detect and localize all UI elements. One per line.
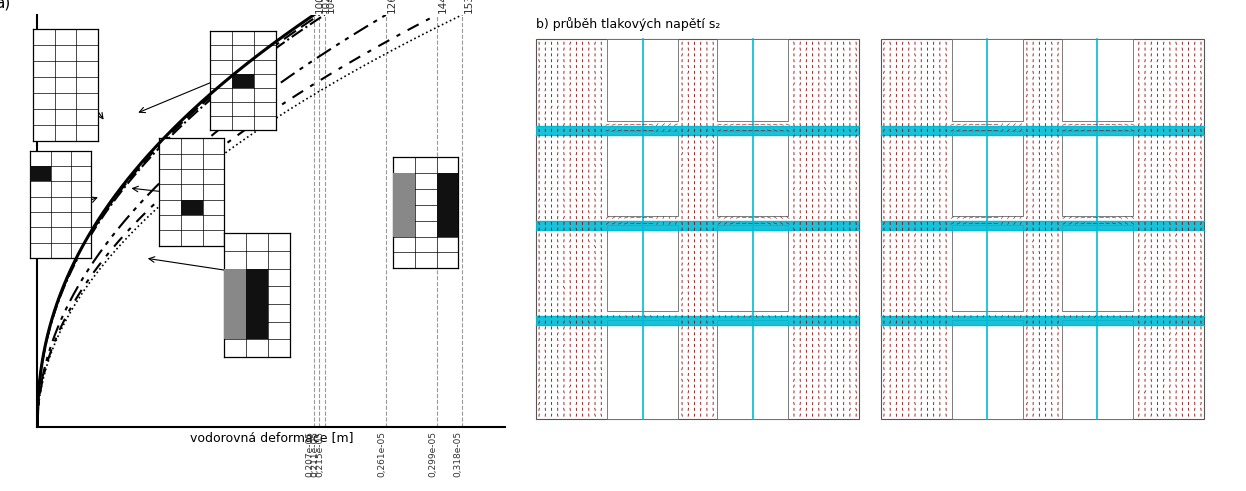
Text: 104%: 104% <box>325 0 335 13</box>
Bar <box>536 39 860 419</box>
Text: b) průběh tlakových napětí s₂: b) průběh tlakových napětí s₂ <box>536 17 720 31</box>
Text: 0,211e-05: 0,211e-05 <box>310 431 319 477</box>
Bar <box>716 39 789 121</box>
Bar <box>607 225 678 311</box>
Bar <box>716 225 789 311</box>
Bar <box>881 126 1204 136</box>
Bar <box>952 320 1023 419</box>
Bar <box>607 39 678 121</box>
Bar <box>952 39 1023 121</box>
Text: a): a) <box>0 0 10 11</box>
Text: 0,215e-05: 0,215e-05 <box>315 431 325 477</box>
Bar <box>952 131 1023 216</box>
Text: 100%: 100% <box>315 0 325 13</box>
Bar <box>536 316 860 325</box>
Bar <box>536 126 860 136</box>
Bar <box>607 131 678 216</box>
Bar <box>607 320 678 419</box>
Bar <box>952 225 1023 311</box>
Bar <box>1062 320 1133 419</box>
Bar <box>716 131 789 216</box>
Text: 0,261e-05: 0,261e-05 <box>378 431 386 477</box>
Bar <box>881 316 1204 325</box>
X-axis label: vodorovná deformace [m]: vodorovná deformace [m] <box>189 431 353 444</box>
Bar <box>881 39 1204 419</box>
Bar <box>716 320 789 419</box>
Text: 153%: 153% <box>464 0 473 13</box>
Bar <box>1062 39 1133 121</box>
Bar <box>1062 225 1133 311</box>
Text: 144%: 144% <box>437 0 447 13</box>
Text: 102%: 102% <box>320 0 330 13</box>
Text: 0,207e-05: 0,207e-05 <box>305 431 314 477</box>
Bar <box>536 220 860 230</box>
Text: 126%: 126% <box>388 0 397 13</box>
Bar <box>881 220 1204 230</box>
Text: 0,299e-05: 0,299e-05 <box>427 431 437 477</box>
Bar <box>1062 131 1133 216</box>
Text: 0,318e-05: 0,318e-05 <box>454 431 462 477</box>
